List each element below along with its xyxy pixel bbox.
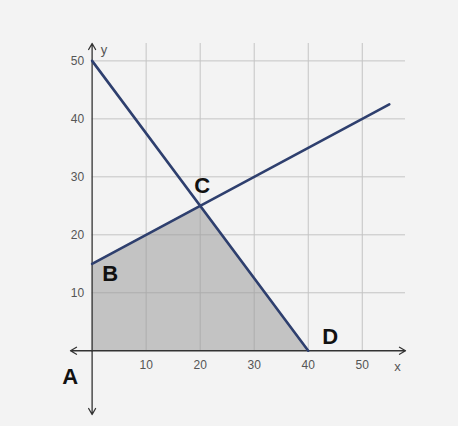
svg-text:C: C	[194, 173, 210, 198]
svg-text:D: D	[322, 324, 338, 349]
svg-text:20: 20	[71, 228, 85, 242]
svg-text:30: 30	[71, 170, 85, 184]
svg-text:A: A	[62, 364, 78, 389]
svg-text:40: 40	[71, 112, 85, 126]
svg-text:y: y	[101, 42, 108, 57]
svg-text:B: B	[102, 261, 118, 286]
svg-text:10: 10	[139, 358, 153, 372]
svg-text:50: 50	[356, 358, 370, 372]
svg-text:20: 20	[193, 358, 207, 372]
svg-text:10: 10	[71, 286, 85, 300]
svg-text:30: 30	[248, 358, 262, 372]
svg-text:40: 40	[302, 358, 316, 372]
svg-text:50: 50	[71, 54, 85, 68]
svg-text:x: x	[394, 359, 401, 374]
